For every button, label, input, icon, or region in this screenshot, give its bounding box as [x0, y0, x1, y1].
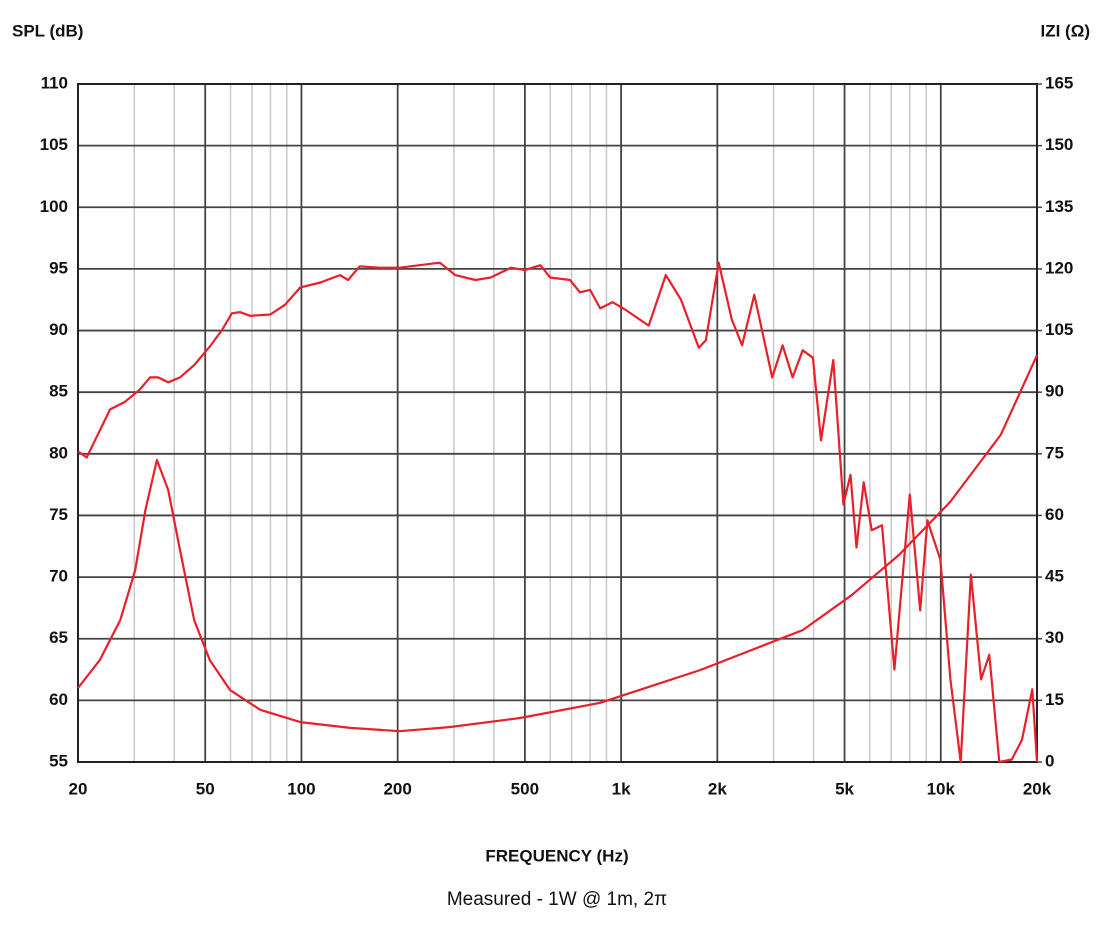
- y2-tick-label: 15: [1045, 690, 1064, 709]
- y2-tick-label: 30: [1045, 628, 1064, 647]
- x-tick-label: 500: [511, 779, 539, 798]
- series-line: [77, 354, 1039, 733]
- x-tick-label: 100: [287, 779, 315, 798]
- y2-axis-title: IZI (Ω): [1040, 21, 1090, 40]
- y-tick-label: 55: [49, 751, 68, 770]
- y-tick-label: 90: [49, 320, 68, 339]
- y-tick-label: 95: [49, 258, 68, 277]
- y-axis-title: SPL (dB): [12, 21, 83, 40]
- y2-tick-label: 120: [1045, 258, 1073, 277]
- y2-tick-label: 75: [1045, 443, 1064, 462]
- y-tick-label: 75: [49, 505, 68, 524]
- y-tick-label: 105: [40, 135, 68, 154]
- y-tick-label: 70: [49, 567, 68, 586]
- x-tick-label: 200: [383, 779, 411, 798]
- x-tick-label: 50: [196, 779, 215, 798]
- y2-tick-label: 150: [1045, 135, 1073, 154]
- y-tick-label: 60: [49, 690, 68, 709]
- y2-tick-label: 105: [1045, 320, 1073, 339]
- caption: Measured - 1W @ 1m, 2π: [447, 889, 667, 910]
- y2-tick-label: 0: [1045, 751, 1054, 770]
- y2-tick-label: 45: [1045, 567, 1064, 586]
- y2-tick-label: 135: [1045, 197, 1073, 216]
- x-tick-label: 2k: [708, 779, 727, 798]
- y2-tick-label: 60: [1045, 505, 1064, 524]
- x-tick-label: 20k: [1023, 779, 1052, 798]
- y2-tick-label: 165: [1045, 73, 1073, 92]
- y-tick-label: 80: [49, 443, 68, 462]
- y2-tick-label: 90: [1045, 382, 1064, 401]
- x-tick-label: 5k: [835, 779, 854, 798]
- y-tick-label: 85: [49, 382, 68, 401]
- x-tick-label: 20: [69, 779, 88, 798]
- plot-frame: [77, 83, 1038, 763]
- x-tick-label: 1k: [612, 779, 631, 798]
- x-axis-title: FREQUENCY (Hz): [485, 846, 628, 865]
- y-tick-label: 110: [41, 73, 68, 92]
- x-tick-label: 10k: [927, 779, 956, 798]
- y-tick-label: 100: [40, 197, 68, 216]
- y-tick-label: 65: [49, 628, 68, 647]
- series-line: [77, 261, 1039, 764]
